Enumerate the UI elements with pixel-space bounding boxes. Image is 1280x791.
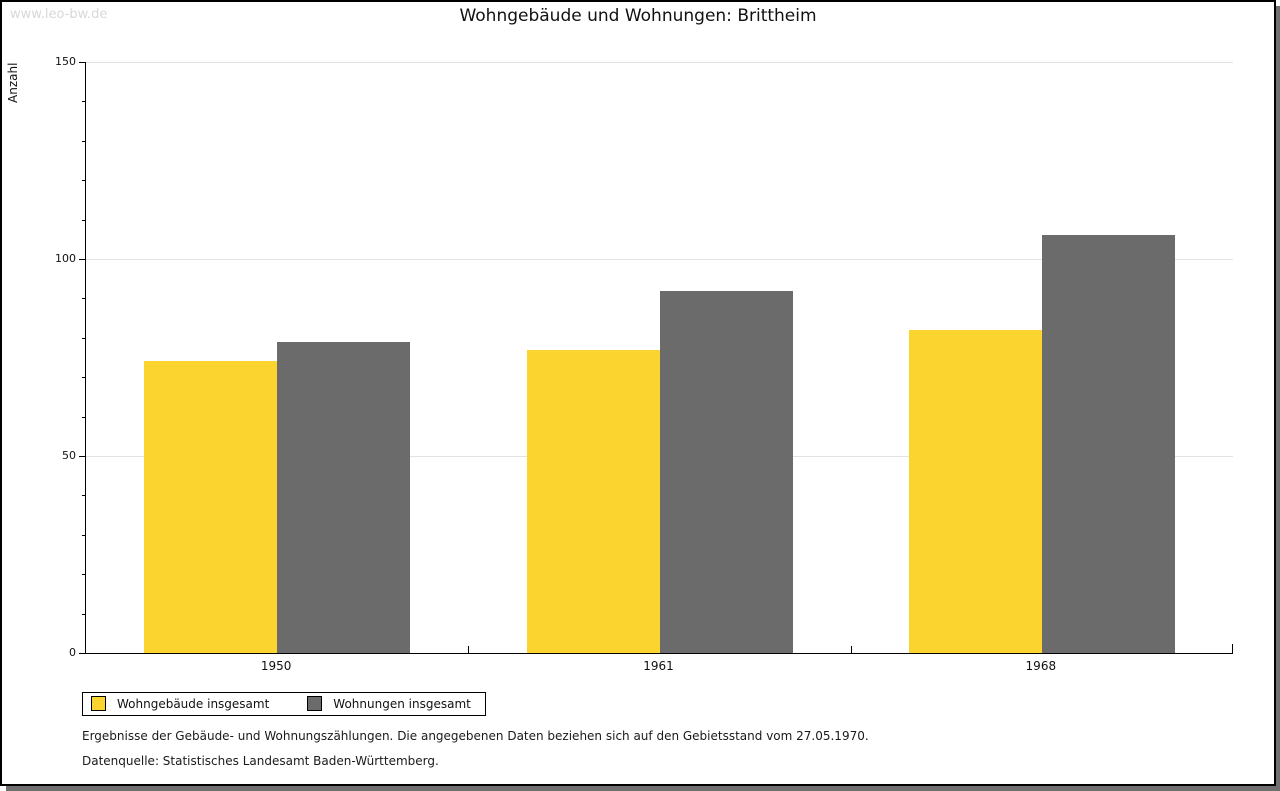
x-boundary-tick-2 [850, 646, 852, 653]
x-tick-label-1968: 1968 [1025, 659, 1057, 673]
footnote-line-2: Datenquelle: Statistisches Landesamt Bad… [82, 754, 439, 768]
y-minor-tick-40 [82, 495, 86, 497]
y-major-tick-50 [79, 456, 86, 457]
y-minor-tick-110 [82, 219, 86, 221]
y-tick-label-100: 100 [55, 252, 76, 265]
y-minor-tick-30 [82, 534, 86, 536]
y-minor-tick-60 [82, 416, 86, 418]
y-minor-tick-90 [82, 298, 86, 300]
plot-area [79, 62, 1233, 654]
bar-wohngebaeude-insgesamt-1961 [526, 349, 660, 653]
bar-wohnungen-insgesamt-1968 [1041, 235, 1175, 653]
footnote-line-1: Ergebnisse der Gebäude- und Wohnungszähl… [82, 729, 869, 743]
y-minor-tick-20 [82, 574, 86, 576]
y-tick-label-150: 150 [55, 55, 76, 68]
y-major-tick-100 [79, 259, 86, 260]
y-axis-title: Anzahl [6, 62, 20, 103]
y-major-tick-0 [79, 653, 86, 654]
x-tick-label-1950: 1950 [260, 659, 292, 673]
y-tick-label-50: 50 [62, 449, 76, 462]
y-minor-tick-10 [82, 613, 86, 615]
y-minor-tick-130 [82, 140, 86, 142]
bar-wohngebaeude-insgesamt-1968 [908, 329, 1042, 653]
watermark: www.leo-bw.de [10, 7, 108, 22]
chart-title: Wohngebäude und Wohnungen: Brittheim [459, 6, 817, 26]
y-minor-tick-80 [82, 337, 86, 339]
x-boundary-tick-1 [468, 646, 470, 653]
y-minor-tick-70 [82, 377, 86, 379]
y-minor-tick-120 [82, 180, 86, 182]
y-minor-tick-140 [82, 101, 86, 103]
gridline-y-150 [86, 62, 1233, 63]
legend-swatch-wohngebaeude-insgesamt [91, 696, 106, 711]
bar-wohnungen-insgesamt-1950 [277, 341, 411, 653]
legend-label: Wohnungen insgesamt [333, 696, 471, 711]
x-axis-end-tick [1232, 644, 1233, 653]
legend-item-wohngebaeude-insgesamt: Wohngebäude insgesamt [91, 696, 269, 711]
y-major-tick-150 [79, 62, 86, 63]
bar-wohnungen-insgesamt-1961 [659, 290, 793, 653]
legend: Wohngebäude insgesamt Wohnungen insgesamt [82, 692, 486, 716]
x-tick-label-1961: 1961 [643, 659, 674, 673]
gridline-y-100 [86, 259, 1233, 260]
legend-swatch-wohnungen-insgesamt [307, 696, 323, 711]
y-tick-label-0: 0 [69, 646, 76, 659]
legend-item-wohnungen-insgesamt: Wohnungen insgesamt [307, 696, 471, 711]
bar-wohngebaeude-insgesamt-1950 [144, 361, 278, 653]
legend-label: Wohngebäude insgesamt [117, 696, 270, 711]
